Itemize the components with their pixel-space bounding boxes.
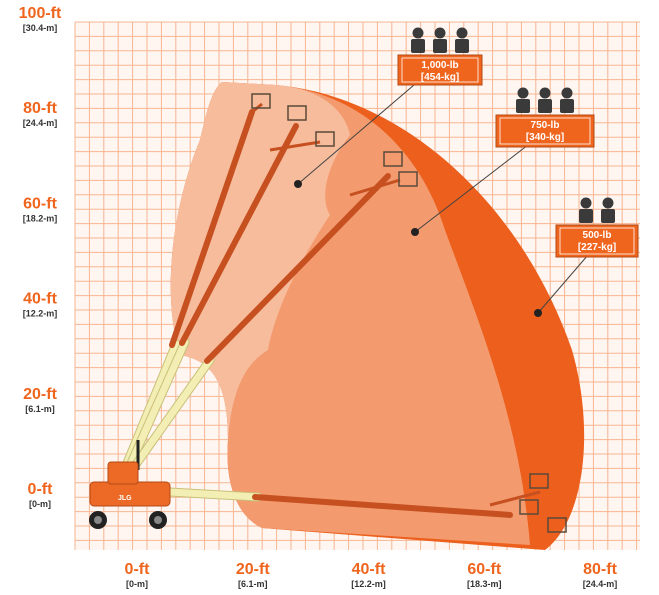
person-head-icon [434, 27, 446, 39]
y-tick-sublabel: [6.1-m] [25, 404, 55, 414]
y-tick-label: 60-ft [23, 195, 57, 212]
machine-chassis: JLG [89, 461, 171, 529]
person-body-icon [538, 99, 552, 113]
x-tick-sublabel: [18.3-m] [467, 579, 502, 589]
capacity-weight-metric: [340-kg] [526, 132, 564, 143]
jib-3 [349, 178, 401, 197]
leader-line-middle [414, 144, 529, 233]
y-tick-label: 40-ft [23, 291, 57, 308]
capacity-weight: 1,000-lb [421, 60, 458, 71]
x-tick-sublabel: [6.1-m] [238, 579, 268, 589]
person-body-icon [433, 39, 447, 53]
lower-boom-3-fill [128, 356, 214, 474]
jib-2 [269, 140, 321, 152]
y-tick-sublabel: [12.2-m] [23, 309, 58, 319]
upper-boom-2 [179, 123, 299, 346]
person-head-icon [517, 87, 529, 99]
capacity-leaders [294, 84, 589, 317]
turntable [107, 461, 139, 485]
leader-line-outer [537, 254, 589, 314]
y-tick-label: 20-ft [23, 386, 57, 403]
upper-booms [169, 102, 541, 518]
wheel-front-hub [94, 516, 102, 524]
y-tick-sublabel: [24.4-m] [23, 118, 58, 128]
leader-dot-middle [411, 228, 419, 236]
wheel-rear-hub [154, 516, 162, 524]
platform-3 [315, 131, 335, 147]
capacity-weight-metric: [454-kg] [421, 72, 459, 83]
person-head-icon [456, 27, 468, 39]
person-body-icon [601, 209, 615, 223]
capacity-box [397, 54, 483, 86]
x-tick-sublabel: [0-m] [126, 579, 148, 589]
person-head-icon [561, 87, 573, 99]
platform-2 [287, 105, 307, 121]
platform-6 [529, 473, 549, 489]
jib-4 [489, 490, 541, 507]
capacity-box-rail [499, 117, 591, 145]
y-tick-label: 100-ft [19, 5, 62, 22]
leader-dot-inner [294, 180, 302, 188]
platform-5 [398, 171, 418, 187]
y-tick-label: 0-ft [28, 481, 54, 498]
capacity-weight: 500-lb [583, 230, 612, 241]
person-body-icon [411, 39, 425, 53]
platform-7 [519, 499, 539, 515]
person-head-icon [580, 197, 592, 209]
person-head-icon [602, 197, 614, 209]
x-tick-label: 80-ft [583, 561, 617, 578]
capacity-callout-outer: 500-lb[227-kg] [555, 197, 639, 258]
machine-badge: JLG [118, 495, 132, 502]
person-head-icon [539, 87, 551, 99]
upper-boom-4 [252, 494, 513, 518]
y-tick-sublabel: [30.4-m] [23, 23, 58, 33]
x-axis: 0-ft[0-m]20-ft[6.1-m]40-ft[12.2-m]60-ft[… [125, 561, 618, 589]
upper-boom-3 [204, 173, 391, 364]
capacity-box-rail [559, 227, 635, 255]
person-body-icon [516, 99, 530, 113]
person-body-icon [455, 39, 469, 53]
person-body-icon [560, 99, 574, 113]
x-tick-sublabel: [24.4-m] [583, 579, 618, 589]
capacity-weight: 750-lb [531, 120, 560, 131]
capacity-callout-inner: 1,000-lb[454-kg] [397, 27, 483, 86]
y-tick-sublabel: [18.2-m] [23, 213, 58, 223]
x-tick-label: 60-ft [467, 561, 501, 578]
person-body-icon [579, 209, 593, 223]
capacity-weight-metric: [227-kg] [578, 242, 616, 253]
y-axis: 100-ft[30.4-m] 80-ft[24.4-m] 60-ft[18.2-m]… [19, 5, 62, 509]
capacity-box-rail [401, 57, 479, 83]
y-tick-sublabel: [0-m] [29, 499, 51, 509]
capacity-box [555, 224, 639, 258]
x-tick-label: 40-ft [352, 561, 386, 578]
upper-boom-1 [169, 109, 255, 348]
platforms [251, 93, 567, 533]
platform-8 [547, 517, 567, 533]
chassis-body [89, 481, 171, 507]
capacity-callouts: 1,000-lb[454-kg]750-lb[340-kg]500-lb[227… [397, 27, 639, 258]
leader-dot-outer [534, 309, 542, 317]
capacity-callout-middle: 750-lb[340-kg] [495, 87, 595, 148]
x-tick-label: 20-ft [236, 561, 270, 578]
platform-4 [383, 151, 403, 167]
x-tick-label: 0-ft [125, 561, 151, 578]
y-tick-label: 80-ft [23, 100, 57, 117]
x-tick-sublabel: [12.2-m] [351, 579, 386, 589]
platform-1 [251, 93, 271, 109]
leader-line-inner [297, 84, 415, 185]
capacity-box [495, 114, 595, 148]
person-head-icon [412, 27, 424, 39]
